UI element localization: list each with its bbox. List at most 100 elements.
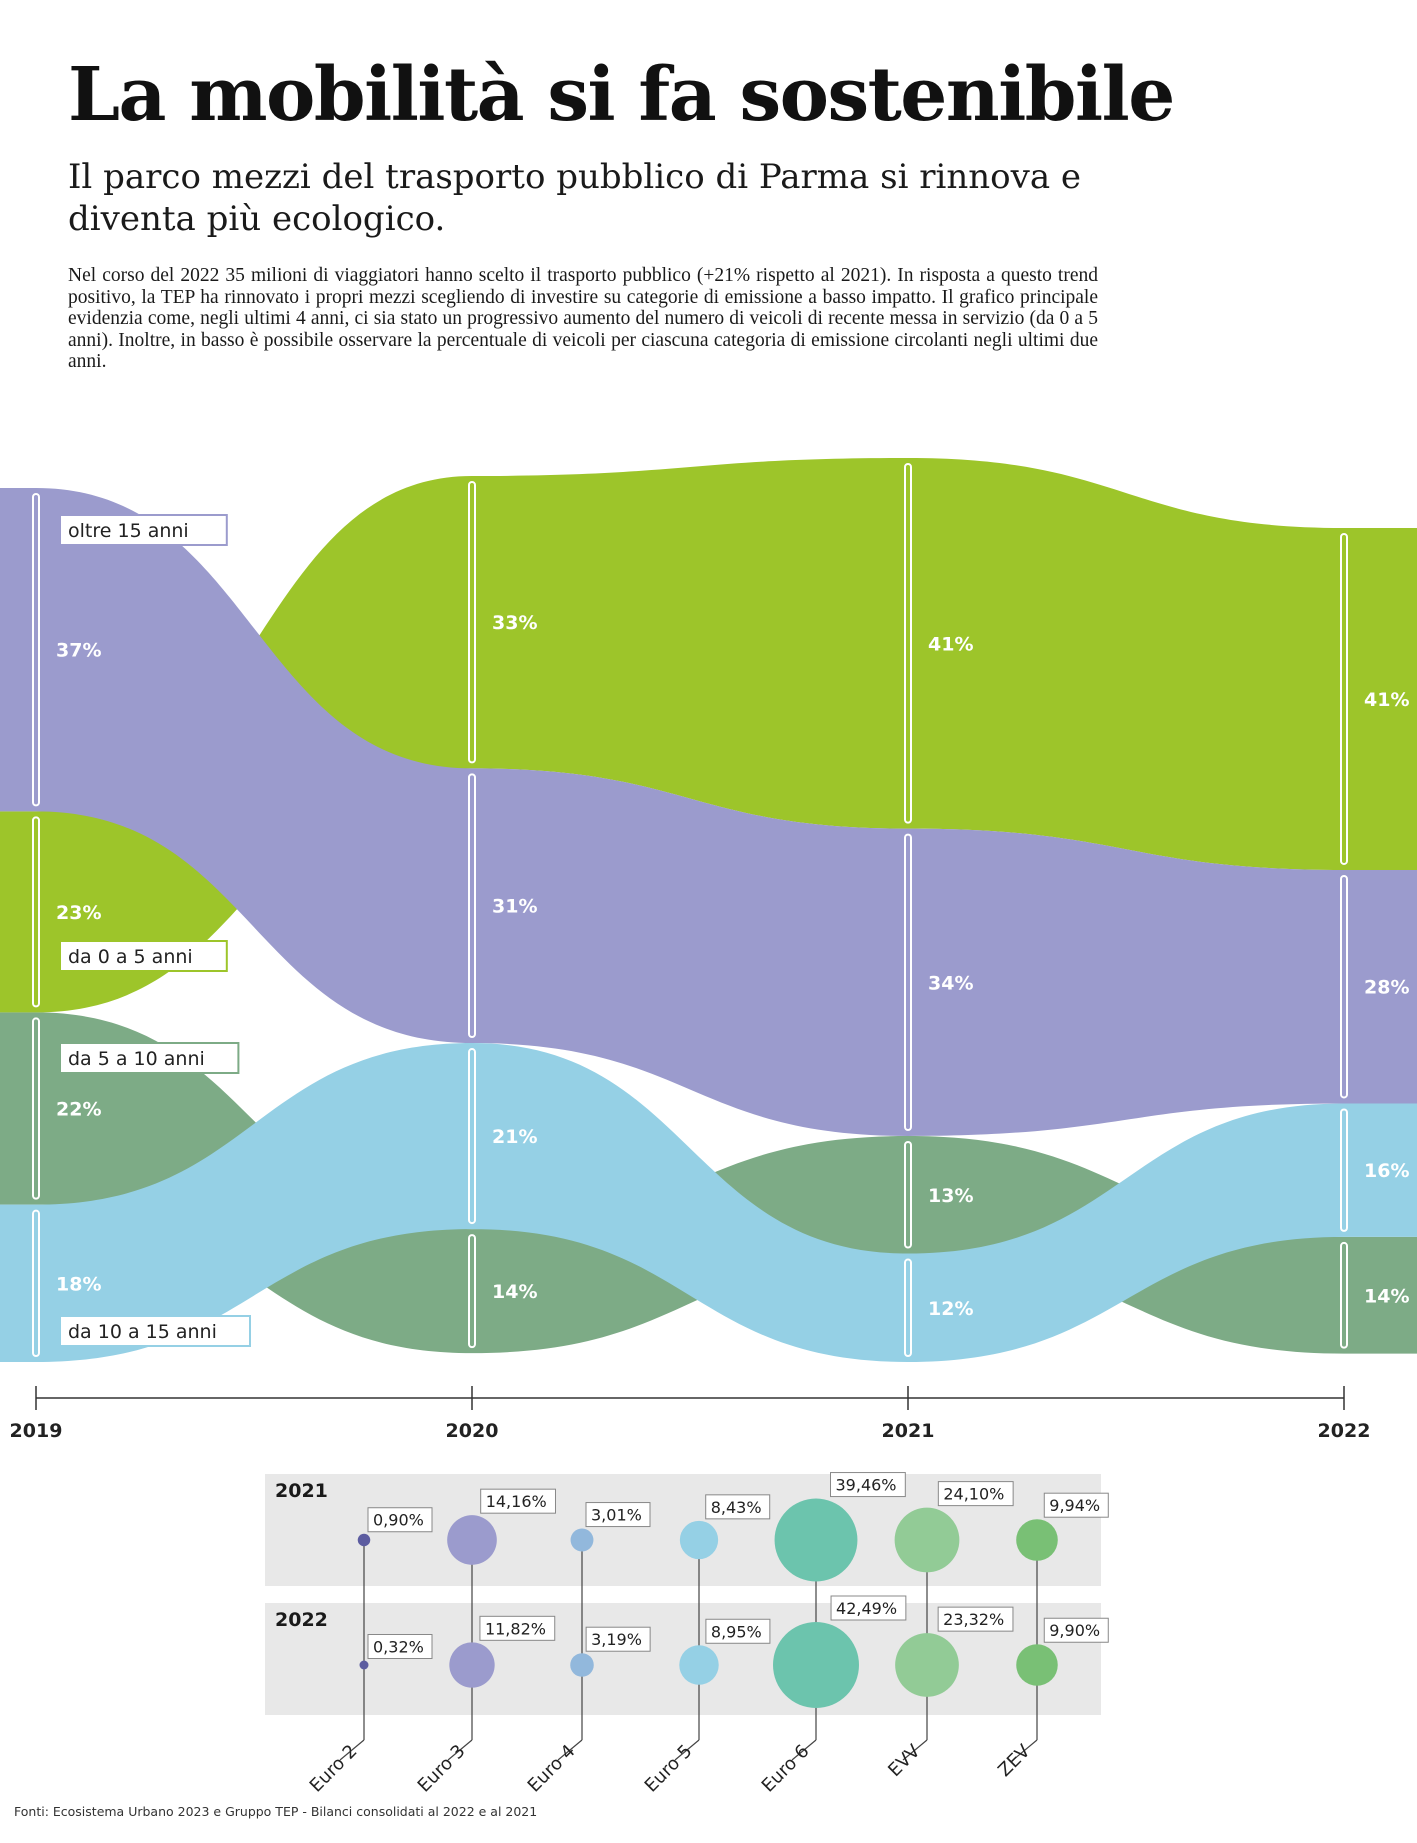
- page-title: La mobilità si fa sostenibile: [68, 52, 1175, 138]
- legend-label-da-10-15: da 10 a 15 anni: [68, 1321, 217, 1343]
- bubble-connector-diag-3: [674, 1739, 700, 1761]
- bubble-connector-diag-6: [1012, 1739, 1038, 1761]
- bubble-euro-6-2022: [773, 1622, 859, 1708]
- bubble-value-box: [937, 1481, 1014, 1507]
- value-label-da-0-5-2022: 41%: [1364, 689, 1409, 711]
- x-tick-label-2020: 2020: [446, 1420, 499, 1442]
- bubble-euro-3-2022: [449, 1642, 495, 1688]
- category-label-euro-4: Euro 4: [524, 1741, 580, 1797]
- bubble-value-box: [705, 1618, 771, 1644]
- value-label-da-10-15-2020: 21%: [492, 1126, 537, 1148]
- bubble-value-box: [830, 1472, 906, 1498]
- x-tick-label-2022: 2022: [1318, 1420, 1371, 1442]
- bubble-value-label-euro-5-2021: 8,43%: [711, 1498, 762, 1517]
- value-label-da-10-15-2021: 12%: [928, 1298, 973, 1320]
- bubble-value-label-euro-4-2021: 3,01%: [591, 1506, 642, 1525]
- value-label-da-10-15-2019: 18%: [56, 1273, 101, 1295]
- bubble-value-label-euro-5-2022: 8,95%: [711, 1622, 762, 1641]
- stream-da-10-15: [0, 1043, 1417, 1363]
- bar-oltre-15-2020: [468, 773, 476, 1039]
- value-label-oltre-15-2022: 28%: [1364, 977, 1409, 999]
- bubble-value-box: [1043, 1617, 1109, 1643]
- value-label-da-10-15-2022: 16%: [1364, 1160, 1409, 1182]
- bubble-value-box: [937, 1606, 1014, 1632]
- bubble-value-label-euro-3-2021: 14,16%: [486, 1492, 547, 1511]
- legend-label-da-0-5: da 0 a 5 anni: [68, 946, 193, 968]
- value-label-group: 37% 23% 22% 18% 33% 31% 21% 14% 41% 34% 13% 12% 41% 2…: [56, 612, 1409, 1320]
- bubble-connector-diag-0: [339, 1739, 365, 1761]
- bubble-euro-4-2021: [570, 1528, 594, 1552]
- bubble-evv-2022: [895, 1633, 959, 1697]
- bar-oltre-15-2021: [904, 833, 912, 1131]
- bar-da-5-10-2019: [32, 1017, 40, 1200]
- page-subtitle: Il parco mezzi del trasporto pubblico di…: [68, 157, 1082, 239]
- bubble-value-box: [705, 1494, 771, 1520]
- bubble-connector-diag-1: [447, 1739, 473, 1761]
- bar-da-0-5-2022: [1340, 533, 1348, 865]
- bubble-row-label-2021: 2021: [275, 1480, 328, 1502]
- bubble-connector-diag-4: [791, 1739, 817, 1761]
- bubble-value-label-euro-3-2022: 11,82%: [485, 1619, 546, 1638]
- bubble-euro-5-2021: [679, 1520, 719, 1560]
- x-axis: 2019 2020 2021 2022: [10, 1386, 1371, 1442]
- bubble-euro-6-2021: [774, 1498, 858, 1582]
- bar-da-0-5-2021: [904, 463, 912, 824]
- bar-da-10-15-2021: [904, 1258, 912, 1358]
- stream-da-0-5: [0, 458, 1417, 1013]
- bubble-zev-2021: [1016, 1519, 1058, 1561]
- legend-box-oltre-15: [59, 514, 228, 546]
- value-label-da-5-10-2020: 14%: [492, 1281, 537, 1303]
- bar-oltre-15-2019: [32, 493, 40, 807]
- bubble-value-label-zev-2022: 9,90%: [1049, 1621, 1100, 1640]
- bubble-euro-3-2021: [447, 1515, 497, 1565]
- bubble-value-label-evv-2022: 23,32%: [943, 1610, 1004, 1629]
- stream-area-group: [0, 458, 1417, 1363]
- bubble-value-box: [479, 1615, 556, 1641]
- sources-note: Fonti: Ecosistema Urbano 2023 e Gruppo T…: [14, 1804, 538, 1819]
- bubble-value-label-euro-2-2021: 0,90%: [373, 1511, 424, 1530]
- value-label-da-5-10-2022: 14%: [1364, 1285, 1409, 1307]
- value-label-oltre-15-2019: 37%: [56, 640, 101, 662]
- bubble-euro-2-2022: [359, 1660, 369, 1670]
- bar-da-10-15-2022: [1340, 1108, 1348, 1232]
- category-label-euro-3: Euro 3: [414, 1741, 470, 1797]
- legend-label-da-5-10: da 5 a 10 anni: [68, 1048, 205, 1070]
- value-label-da-5-10-2021: 13%: [928, 1185, 973, 1207]
- bar-da-5-10-2020: [468, 1234, 476, 1349]
- description-paragraph: Nel corso del 2022 35 milioni di viaggia…: [68, 265, 1098, 372]
- category-label-euro-2: Euro 2: [306, 1741, 362, 1797]
- value-label-da-0-5-2021: 41%: [928, 633, 973, 655]
- bubble-value-box: [585, 1626, 651, 1652]
- bubble-value-label-euro-6-2021: 39,46%: [836, 1476, 897, 1495]
- bubble-value-box: [367, 1634, 433, 1659]
- bar-outline-group: [32, 463, 1348, 1358]
- bubble-connector-diag-2: [557, 1739, 583, 1761]
- bar-da-0-5-2019: [32, 816, 40, 1008]
- legend-group: oltre 15 anni da 0 a 5 anni da 5 a 10 anni…: [59, 514, 251, 1347]
- bubble-value-box: [480, 1488, 556, 1514]
- bubble-value-box: [367, 1507, 433, 1533]
- bubble-zev-2022: [1016, 1644, 1058, 1686]
- bubble-value-label-euro-6-2022: 42,49%: [836, 1599, 897, 1618]
- bubble-evv-2021: [894, 1507, 960, 1573]
- value-label-oltre-15-2021: 34%: [928, 972, 973, 994]
- bubble-value-box: [830, 1595, 907, 1621]
- bar-da-5-10-2022: [1340, 1241, 1348, 1349]
- x-tick-label-2021: 2021: [882, 1420, 935, 1442]
- legend-box-da-10-15: [59, 1315, 251, 1347]
- stream-oltre-15: [0, 488, 1417, 1136]
- x-tick-label-2019: 2019: [10, 1420, 63, 1442]
- value-label-oltre-15-2020: 31%: [492, 896, 537, 918]
- bar-da-10-15-2019: [32, 1209, 40, 1358]
- bubble-euro-5-2022: [679, 1645, 719, 1685]
- category-label-euro-5: Euro 5: [641, 1741, 697, 1797]
- bubble-euro-2-2021: [357, 1533, 371, 1547]
- bubble-row-label-2022: 2022: [275, 1609, 328, 1631]
- bubble-value-label-evv-2021: 24,10%: [943, 1485, 1004, 1504]
- bar-da-0-5-2020: [468, 481, 476, 764]
- bar-oltre-15-2022: [1340, 874, 1348, 1099]
- bubble-value-label-zev-2021: 9,94%: [1049, 1496, 1100, 1515]
- bubble-connector-diag-5: [902, 1739, 928, 1761]
